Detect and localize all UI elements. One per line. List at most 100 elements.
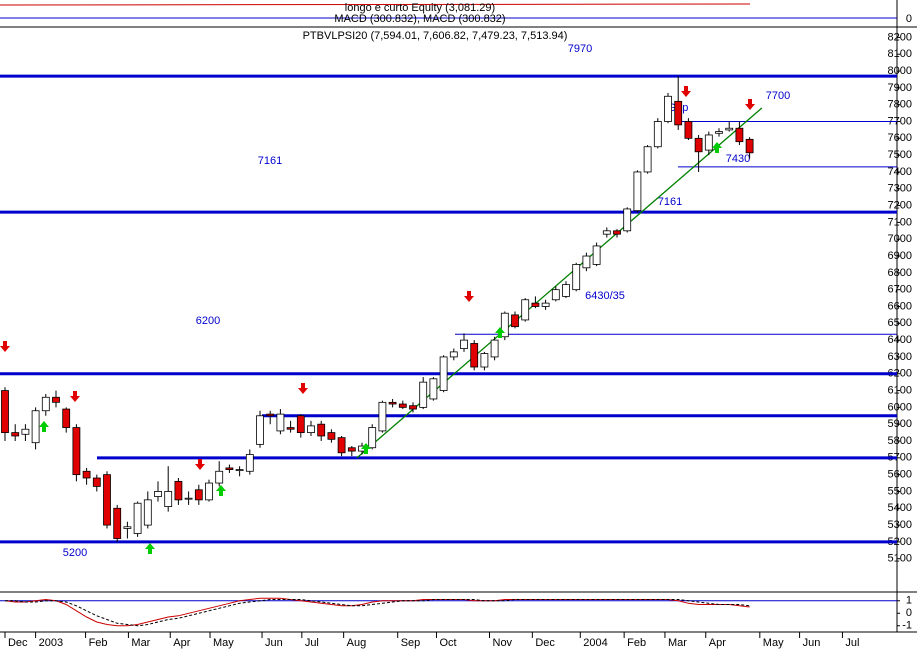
candle-body — [490, 339, 499, 358]
buy-arrow — [495, 327, 505, 338]
y-tick-label: 7100 — [888, 216, 912, 228]
x-tick-label: Apr — [173, 637, 190, 649]
x-tick-label: Jun — [803, 637, 821, 649]
candle-body — [582, 255, 591, 269]
y-tick-label: 6700 — [888, 284, 912, 296]
candle-body — [31, 410, 40, 444]
candle-body — [429, 378, 438, 400]
x-tick-label: Feb — [89, 637, 108, 649]
y-tick-label: 7800 — [888, 99, 912, 111]
candle-body — [235, 469, 244, 471]
y-tick-label: 5200 — [888, 536, 912, 548]
sell-arrow — [745, 99, 755, 110]
y-tick-label: 6000 — [888, 401, 912, 413]
buy-arrow — [145, 543, 155, 554]
candle-body — [256, 415, 264, 445]
y-tick-label: 8000 — [888, 65, 912, 77]
candle-body — [378, 401, 387, 432]
y-tick-label: 0 — [906, 607, 912, 619]
buy-arrow — [361, 443, 371, 454]
x-tick-label: 2004 — [583, 637, 607, 649]
candle-body — [103, 474, 111, 526]
sell-arrow — [681, 86, 691, 97]
y-tick-label: 6200 — [888, 368, 912, 380]
candle-body — [470, 343, 479, 368]
y-tick-label: 7500 — [888, 149, 912, 161]
x-tick-label: Aug — [347, 637, 367, 649]
y-tick-label: 6900 — [888, 250, 912, 262]
buy-arrow — [216, 485, 226, 496]
y-tick-label: -1 — [902, 620, 912, 632]
y-tick-label: 7200 — [888, 199, 912, 211]
x-tick-label: Sep — [401, 637, 421, 649]
y-tick-label: 7600 — [888, 132, 912, 144]
buy-arrow — [39, 421, 49, 432]
candle-body — [572, 264, 581, 291]
candle-body — [531, 302, 540, 307]
sell-arrow — [195, 459, 205, 470]
candle-body — [643, 146, 652, 173]
y-tick-label: 0 — [906, 13, 912, 25]
level-label: 7970 — [568, 43, 592, 55]
candle-body — [439, 356, 448, 391]
x-tick-label: May — [213, 637, 234, 649]
x-tick-label: Jul — [305, 637, 319, 649]
y-tick-label: 5600 — [888, 469, 912, 481]
candle-body — [460, 339, 468, 349]
candle-body — [449, 351, 458, 358]
level-label: 6430/35 — [585, 290, 625, 302]
sell-arrow — [0, 341, 10, 352]
x-tick-label: May — [763, 637, 784, 649]
candle-body — [725, 127, 734, 131]
candle-body — [205, 482, 213, 501]
candle-body — [82, 470, 91, 479]
candle-body — [653, 121, 662, 148]
candle-body — [123, 526, 132, 529]
candle-body — [613, 230, 621, 235]
candle-body — [133, 502, 142, 534]
sell-arrow — [298, 383, 308, 394]
level-label: 7700 — [766, 90, 790, 102]
y-tick-label: 8100 — [888, 48, 912, 60]
candle-body — [715, 131, 723, 134]
y-tick-label: 6100 — [888, 384, 912, 396]
candle-body — [266, 413, 275, 417]
y-tick-label: 6400 — [888, 334, 912, 346]
y-tick-label: 7900 — [888, 82, 912, 94]
candle-body — [317, 423, 326, 437]
x-tick-label: Jul — [845, 637, 859, 649]
y-tick-label: 5800 — [888, 435, 912, 447]
candle-body — [143, 499, 152, 526]
y-tick-label: 7300 — [888, 183, 912, 195]
sell-arrow — [70, 391, 80, 402]
buy-arrow — [712, 142, 722, 153]
candle-body — [388, 401, 397, 405]
candle-body — [480, 353, 489, 368]
candle-body — [623, 208, 632, 232]
level-label: 7161 — [658, 196, 682, 208]
y-tick-label: 5100 — [888, 553, 912, 565]
y-tick-label: 7400 — [888, 166, 912, 178]
x-tick-label: Apr — [709, 637, 726, 649]
candle-body — [286, 427, 295, 430]
candle-body — [735, 127, 744, 143]
candle-body — [551, 289, 560, 301]
candle-body — [21, 428, 30, 435]
candle-body — [296, 415, 305, 434]
candle-body — [337, 437, 346, 454]
candle-body — [541, 302, 550, 307]
sell-arrow — [464, 291, 474, 302]
candle-body — [347, 447, 356, 452]
y-tick-label: 5400 — [888, 502, 912, 514]
level-label: 6200 — [196, 315, 220, 327]
candle-body — [521, 299, 530, 321]
candle-body — [52, 396, 60, 403]
y-tick-label: 6500 — [888, 317, 912, 329]
x-tick-label: Dec — [535, 637, 555, 649]
candle-body — [225, 467, 234, 470]
x-tick-label: Mar — [131, 637, 150, 649]
candle-body — [174, 480, 183, 501]
x-tick-label: Dec — [8, 637, 28, 649]
y-tick-label: 6800 — [888, 267, 912, 279]
